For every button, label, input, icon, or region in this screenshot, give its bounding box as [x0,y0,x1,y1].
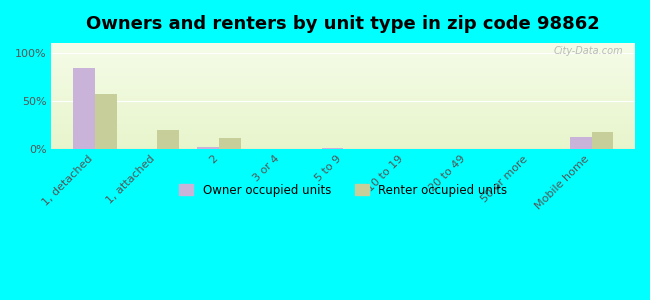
Bar [157,130,179,149]
Bar [219,138,240,149]
Bar [73,68,95,149]
Bar [95,94,116,149]
Text: City-Data.com: City-Data.com [554,46,623,56]
Bar [592,133,613,149]
Bar [322,148,343,149]
Bar [198,147,219,149]
Bar [570,137,592,149]
Title: Owners and renters by unit type in zip code 98862: Owners and renters by unit type in zip c… [86,15,600,33]
Legend: Owner occupied units, Renter occupied units: Owner occupied units, Renter occupied un… [174,179,512,201]
